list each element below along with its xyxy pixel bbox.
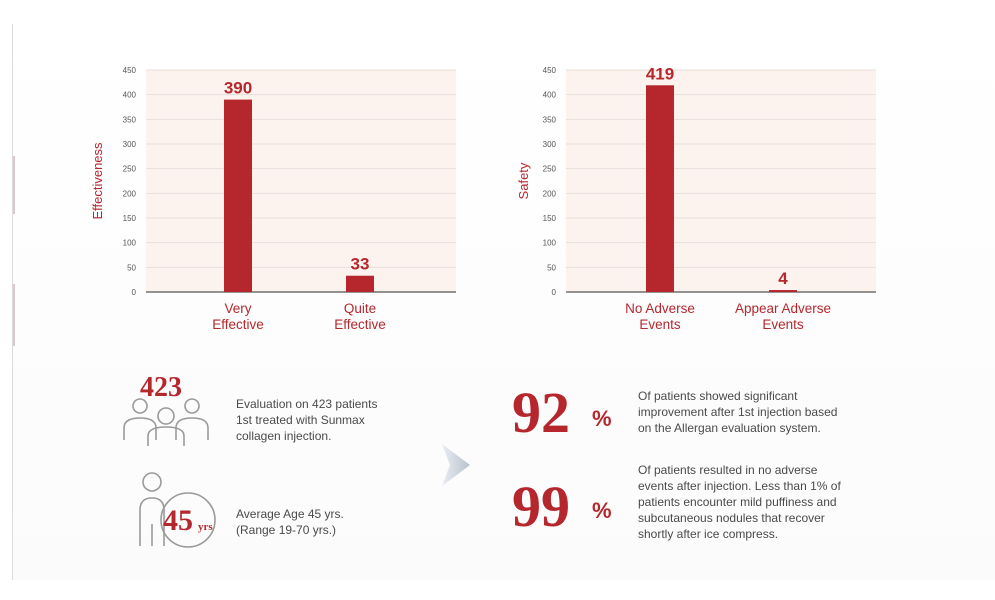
group-people-icon bbox=[123, 398, 209, 446]
y-tick-label: 200 bbox=[123, 189, 137, 198]
y-tick-label: 450 bbox=[123, 66, 137, 75]
y-tick-label: 100 bbox=[543, 239, 557, 248]
age-line: Average Age 45 yrs. bbox=[236, 507, 344, 521]
y-tick-label: 150 bbox=[543, 214, 557, 223]
no-adverse-percent-sign: % bbox=[592, 498, 612, 523]
y-axis-label: Effectiveness bbox=[90, 142, 105, 220]
bar bbox=[769, 290, 797, 292]
data-label: 390 bbox=[224, 79, 252, 98]
edge-mark bbox=[13, 156, 15, 214]
plot-area bbox=[566, 70, 876, 292]
y-tick-label: 400 bbox=[123, 91, 137, 100]
chevron-right-icon bbox=[442, 444, 470, 486]
y-tick-label: 450 bbox=[543, 66, 557, 75]
improvement-line: Of patients showed significant bbox=[638, 389, 798, 403]
y-tick-label: 300 bbox=[543, 140, 557, 149]
age-number: 45 bbox=[163, 504, 193, 537]
improvement-line: improvement after 1st injection based bbox=[638, 405, 838, 419]
improvement-percent-sign: % bbox=[592, 406, 612, 431]
no-adverse-line: patients encounter mild puffiness and bbox=[638, 495, 837, 509]
no-adverse-line: shortly after ice compress. bbox=[638, 527, 779, 541]
y-tick-label: 350 bbox=[543, 115, 557, 124]
y-axis-label: Safety bbox=[516, 162, 531, 199]
y-tick-label: 350 bbox=[123, 115, 137, 124]
bar bbox=[646, 85, 674, 292]
y-tick-label: 400 bbox=[543, 91, 557, 100]
no-adverse-line: events after injection. Less than 1% of bbox=[638, 479, 841, 493]
no-adverse-line: subcutaneous nodules that recover bbox=[638, 511, 825, 525]
bar bbox=[224, 99, 252, 292]
x-tick-label: Appear Adverse bbox=[735, 301, 831, 316]
x-tick-label: Events bbox=[762, 317, 804, 332]
y-tick-label: 250 bbox=[543, 165, 557, 174]
improvement-line: on the Allergan evaluation system. bbox=[638, 421, 821, 435]
age-unit: yrs bbox=[198, 521, 213, 533]
no-adverse-line: Of patients resulted in no adverse bbox=[638, 463, 818, 477]
x-tick-label: Effective bbox=[334, 317, 386, 332]
y-tick-label: 300 bbox=[123, 140, 137, 149]
data-label: 4 bbox=[778, 269, 788, 288]
improvement-percent: 92 bbox=[512, 380, 570, 445]
patients-line: Evaluation on 423 patients bbox=[236, 397, 378, 411]
y-tick-label: 50 bbox=[127, 263, 136, 272]
no-adverse-description: Of patients resulted in no adverse event… bbox=[638, 462, 878, 542]
bar bbox=[346, 275, 374, 292]
x-tick-label: Very bbox=[224, 301, 251, 316]
x-tick-label: No Adverse bbox=[625, 301, 695, 316]
improvement-description: Of patients showed significant improveme… bbox=[638, 388, 878, 436]
x-tick-label: Effective bbox=[212, 317, 264, 332]
data-label: 419 bbox=[646, 64, 674, 83]
y-tick-label: 0 bbox=[552, 288, 557, 297]
age-line: (Range 19-70 yrs.) bbox=[236, 523, 337, 537]
x-tick-label: Quite bbox=[344, 301, 376, 316]
data-label: 33 bbox=[351, 255, 370, 274]
age-description: Average Age 45 yrs. (Range 19-70 yrs.) bbox=[236, 506, 436, 538]
x-tick-label: Events bbox=[639, 317, 681, 332]
y-tick-label: 150 bbox=[123, 214, 137, 223]
y-tick-label: 200 bbox=[543, 189, 557, 198]
patients-line: collagen injection. bbox=[236, 429, 332, 443]
patients-line: 1st treated with Sunmax bbox=[236, 413, 365, 427]
y-tick-label: 50 bbox=[547, 263, 556, 272]
patients-description: Evaluation on 423 patients 1st treated w… bbox=[236, 396, 436, 444]
y-tick-label: 0 bbox=[132, 288, 137, 297]
y-tick-label: 100 bbox=[123, 239, 137, 248]
edge-mark bbox=[13, 284, 15, 346]
plot-area bbox=[146, 70, 456, 292]
y-tick-label: 250 bbox=[123, 165, 137, 174]
person-age-icon bbox=[139, 472, 216, 548]
patients-count: 423 bbox=[140, 372, 182, 403]
no-adverse-percent: 99 bbox=[512, 474, 570, 539]
